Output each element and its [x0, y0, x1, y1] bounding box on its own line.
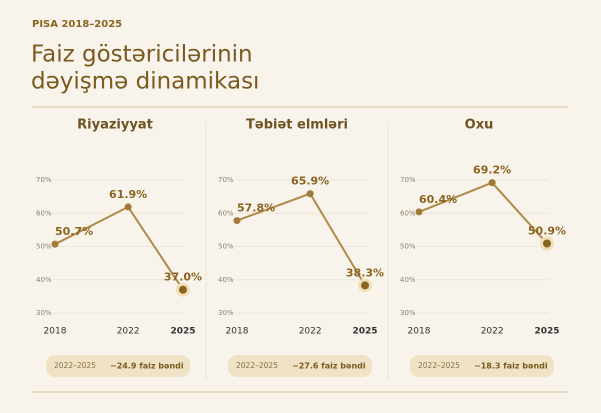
- y-tick-label: 50%: [36, 243, 52, 251]
- x-tick-label: 2025: [170, 327, 195, 337]
- summary-period: 2022–2025: [418, 361, 460, 370]
- x-tick-label: 2018: [226, 327, 249, 337]
- summary-change: −18.3 faiz bəndi: [474, 362, 548, 371]
- title-line: dəyişmə dinamikası: [31, 69, 259, 95]
- y-tick-label: 60%: [218, 209, 234, 217]
- x-tick-label: 2025: [352, 327, 377, 337]
- panel-title: Oxu: [465, 118, 494, 133]
- summary-pill: [228, 355, 372, 377]
- summary-pill: [46, 355, 190, 377]
- y-tick-label: 30%: [218, 309, 234, 317]
- y-tick-label: 50%: [218, 243, 234, 251]
- point: [233, 217, 241, 225]
- value-label: 38.3%: [346, 266, 384, 279]
- point: [361, 281, 369, 290]
- y-tick-label: 50%: [400, 243, 416, 251]
- summary-change: −24.9 faiz bəndi: [110, 362, 184, 371]
- y-tick-label: 30%: [400, 309, 416, 317]
- y-tick-label: 40%: [36, 276, 52, 284]
- point: [415, 208, 423, 216]
- point: [51, 240, 59, 248]
- x-tick-label: 2022: [117, 327, 140, 337]
- y-tick-label: 70%: [36, 176, 52, 184]
- summary-pill: [410, 355, 554, 377]
- y-tick-label: 40%: [218, 276, 234, 284]
- summary-period: 2022–2025: [54, 361, 96, 370]
- y-tick-label: 60%: [400, 209, 416, 217]
- kicker: PISA 2018–2025: [32, 19, 122, 30]
- x-tick-label: 2018: [44, 327, 67, 337]
- y-tick-label: 60%: [36, 209, 52, 217]
- x-tick-label: 2025: [534, 327, 559, 337]
- x-tick-label: 2022: [481, 327, 504, 337]
- value-label: 61.9%: [109, 188, 147, 201]
- value-label: 60.4%: [419, 193, 457, 206]
- point: [306, 190, 314, 198]
- summary-change: −27.6 faiz bəndi: [292, 362, 366, 371]
- x-tick-label: 2022: [299, 327, 322, 337]
- y-tick-label: 70%: [218, 176, 234, 184]
- point: [179, 285, 187, 294]
- panel-title: Təbiət elmləri: [246, 118, 348, 133]
- value-label: 50.9%: [528, 225, 566, 238]
- panel-title: Riyaziyyat: [77, 118, 153, 133]
- value-label: 69.2%: [473, 164, 511, 177]
- y-tick-label: 30%: [36, 309, 52, 317]
- summary-period: 2022–2025: [236, 361, 278, 370]
- value-label: 37.0%: [164, 271, 202, 284]
- title-line: Faiz göstəricilərinin: [31, 42, 253, 68]
- point: [488, 179, 496, 187]
- value-label: 65.9%: [291, 175, 329, 188]
- y-tick-label: 70%: [400, 176, 416, 184]
- point: [124, 203, 132, 211]
- y-tick-label: 40%: [400, 276, 416, 284]
- x-tick-label: 2018: [408, 327, 431, 337]
- point: [543, 239, 551, 248]
- value-label: 57.8%: [237, 202, 275, 215]
- value-label: 50.7%: [55, 225, 93, 238]
